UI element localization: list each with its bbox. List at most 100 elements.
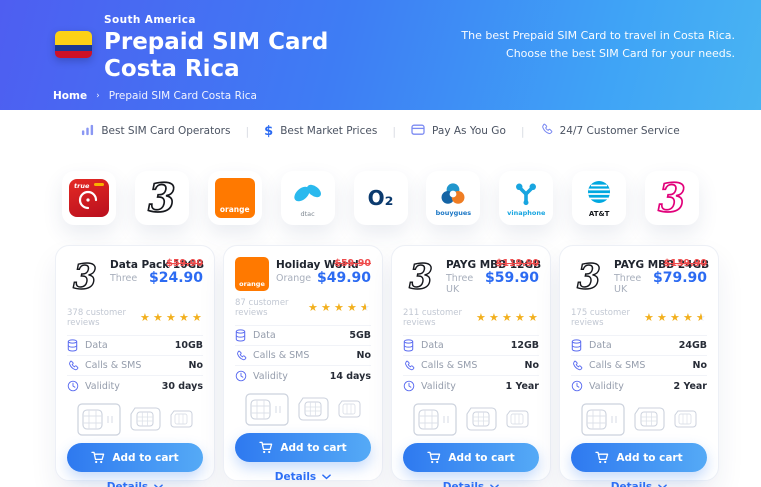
clock-icon xyxy=(571,380,585,392)
details-link[interactable]: Details xyxy=(571,481,707,487)
spec-row-calls: Calls & SMS No xyxy=(235,346,371,366)
reviews-count: 211 customer reviews xyxy=(403,308,462,328)
orange-logo-icon: orange xyxy=(214,178,255,218)
star-rating xyxy=(476,312,539,324)
dollar-icon: $ xyxy=(264,123,274,139)
current-price: $49.90 xyxy=(316,270,371,286)
phone-icon xyxy=(540,123,553,139)
chevron-down-icon xyxy=(322,474,332,480)
operator-logo-o2: O₂ xyxy=(353,171,408,225)
add-to-cart-button[interactable]: Add to cart xyxy=(235,433,371,462)
details-link[interactable]: Details xyxy=(67,481,203,487)
spec-row-validity: Validity 1 Year xyxy=(403,376,539,396)
svg-text:3: 3 xyxy=(409,258,433,297)
data-value: 5GB xyxy=(349,330,371,341)
sim-sizes-image xyxy=(235,388,371,430)
spec-row-data: Data 5GB xyxy=(235,326,371,346)
bar-chart-icon xyxy=(81,123,94,139)
reviews-count: 87 customer reviews xyxy=(235,298,289,318)
nano-sim-icon xyxy=(674,410,697,428)
old-price: $59.90 xyxy=(334,258,371,269)
features-bar: Best SIM Card Operators | $ Best Market … xyxy=(0,110,761,152)
phone-icon xyxy=(67,360,81,372)
nano-sim-icon xyxy=(338,400,361,418)
spec-row-validity: Validity 2 Year xyxy=(571,376,707,396)
feature-divider: | xyxy=(520,124,525,138)
calls-value: No xyxy=(188,360,203,371)
standard-sim-icon xyxy=(413,402,457,436)
reviews-count: 378 customer reviews xyxy=(67,308,126,328)
att-globe-icon xyxy=(588,180,611,203)
three-logo-icon: 3 xyxy=(403,257,439,301)
breadcrumb-home-link[interactable]: Home xyxy=(53,90,88,102)
operator-logo-bouygues: bouygues xyxy=(426,171,481,225)
product-card-payg-mbb-12gb: 3 PAYG MBB 12GB Three UK $119.90 $59.90 … xyxy=(391,245,551,487)
star-rating xyxy=(140,312,203,324)
product-operator: Three UK xyxy=(446,273,474,295)
database-icon xyxy=(571,339,585,352)
operator-logo-orange: orange xyxy=(207,171,262,225)
hero-banner: South America Prepaid SIM Card Costa Ric… xyxy=(0,0,761,110)
spec-row-calls: Calls & SMS No xyxy=(403,356,539,376)
hero-tagline: The best Prepaid SIM Card to travel in C… xyxy=(461,29,735,61)
current-price: $24.90 xyxy=(148,270,203,286)
region-label: South America xyxy=(104,14,196,26)
feature-support: 24/7 Customer Service xyxy=(540,123,680,139)
chevron-down-icon xyxy=(154,484,164,487)
details-link[interactable]: Details xyxy=(403,481,539,487)
star-rating xyxy=(644,312,707,324)
validity-value: 30 days xyxy=(161,380,203,392)
standard-sim-icon xyxy=(581,402,625,436)
cart-icon xyxy=(259,441,273,454)
add-to-cart-button[interactable]: Add to cart xyxy=(403,443,539,472)
product-operator: Three xyxy=(110,273,138,284)
add-to-cart-button[interactable]: Add to cart xyxy=(67,443,203,472)
sim-sizes-image xyxy=(67,398,203,440)
current-price: $59.90 xyxy=(484,270,539,286)
old-price: $119.90 xyxy=(495,258,539,269)
details-link[interactable]: Details xyxy=(235,471,371,483)
colombia-flag-icon xyxy=(55,31,92,58)
three-logo-icon: 3 xyxy=(571,257,607,301)
product-operator: Three UK xyxy=(614,273,642,295)
reviews-count: 175 customer reviews xyxy=(571,308,630,328)
micro-sim-icon xyxy=(130,407,161,431)
product-operator: Orange xyxy=(276,273,312,284)
svg-text:3: 3 xyxy=(73,258,97,297)
phone-icon xyxy=(403,360,417,372)
true-logo-icon: true xyxy=(69,179,109,217)
spec-row-calls: Calls & SMS No xyxy=(571,356,707,376)
database-icon xyxy=(235,329,249,342)
svg-text:3: 3 xyxy=(148,176,176,221)
calls-value: No xyxy=(356,350,371,361)
three-pink-logo-icon: 3 xyxy=(657,175,686,221)
standard-sim-icon xyxy=(245,392,289,426)
nano-sim-icon xyxy=(170,410,193,428)
dtac-logo-icon xyxy=(293,184,321,201)
svg-text:3: 3 xyxy=(658,176,686,221)
vinaphone-logo-icon xyxy=(516,183,537,205)
feature-prices: $ Best Market Prices xyxy=(264,123,378,139)
validity-value: 1 Year xyxy=(505,380,539,392)
product-grid: 3 Data Pack 10GB Three $59.90 $24.90 378… xyxy=(55,245,761,487)
breadcrumb-separator: › xyxy=(96,91,100,101)
credit-card-icon xyxy=(411,123,425,139)
breadcrumb-current: Prepaid SIM Card Costa Rica xyxy=(108,90,257,102)
data-value: 12GB xyxy=(510,340,539,351)
phone-icon xyxy=(235,350,249,362)
chevron-down-icon xyxy=(490,484,500,487)
micro-sim-icon xyxy=(634,407,665,431)
add-to-cart-button[interactable]: Add to cart xyxy=(571,443,707,472)
product-card-data-pack-10gb: 3 Data Pack 10GB Three $59.90 $24.90 378… xyxy=(55,245,215,487)
cart-icon xyxy=(91,451,105,464)
feature-divider: | xyxy=(392,124,397,138)
operator-logo-true: true xyxy=(62,171,116,225)
spec-row-validity: Validity 14 days xyxy=(235,366,371,386)
old-price: $59.90 xyxy=(166,258,203,269)
operator-logo-three-uk: 3 xyxy=(645,171,699,225)
spec-row-data: Data 12GB xyxy=(403,336,539,356)
product-card-holiday-world: orange Holiday World Orange $59.90 $49.9… xyxy=(223,245,383,483)
sim-sizes-image xyxy=(571,398,707,440)
operator-logo-vinaphone: vinaphone xyxy=(499,171,554,225)
clock-icon xyxy=(67,380,81,392)
